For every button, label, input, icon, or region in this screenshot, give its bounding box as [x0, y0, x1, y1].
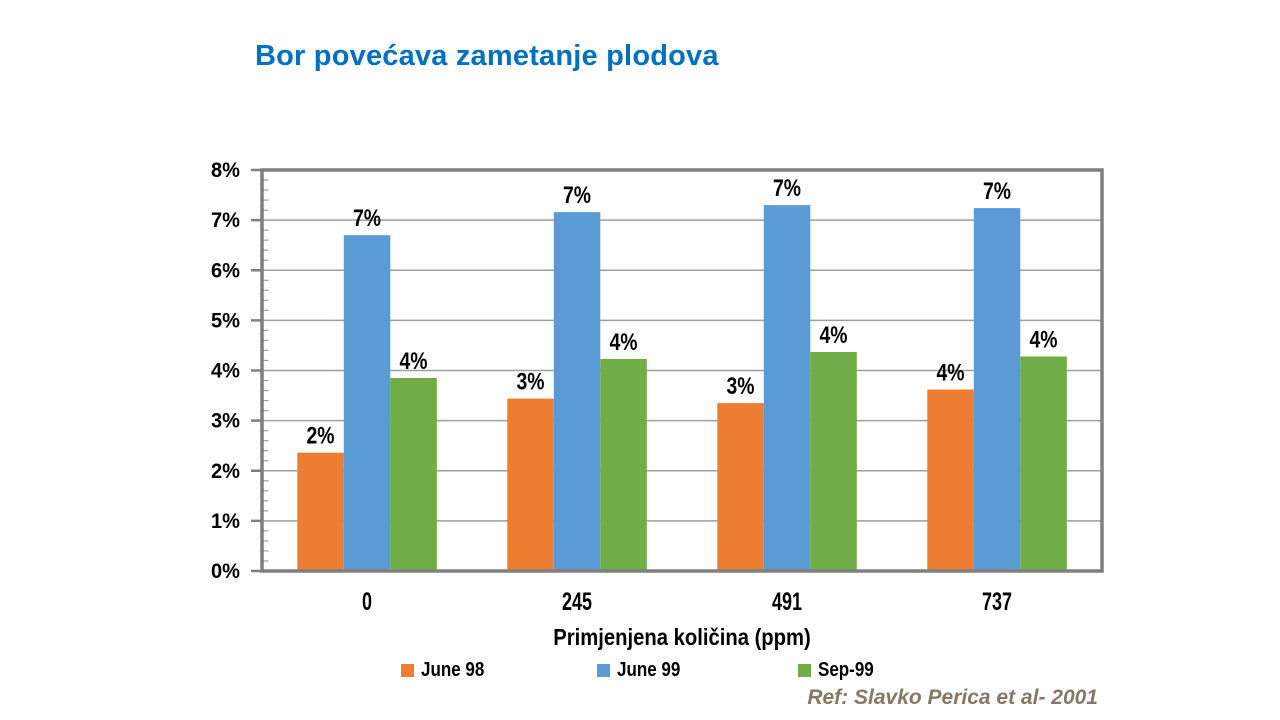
legend-swatch-june-98: [401, 663, 414, 677]
bar-value-label: 4%: [400, 348, 428, 375]
bar: [390, 378, 437, 571]
y-tick-label: 0%: [211, 560, 240, 583]
category-label: 245: [562, 588, 592, 616]
bar: [973, 208, 1021, 571]
bar: [717, 403, 764, 571]
category-label: 0: [362, 588, 372, 616]
category-label: 737: [982, 588, 1012, 616]
bar-value-label: 4%: [1030, 327, 1058, 354]
bar-value-label: 7%: [353, 205, 381, 232]
category-label: 491: [772, 588, 802, 616]
bar-value-label: 7%: [563, 182, 591, 209]
bar-value-label: 4%: [937, 360, 965, 387]
y-tick-label: 6%: [211, 259, 240, 282]
bar-value-label: 2%: [307, 423, 335, 450]
bar: [810, 352, 857, 571]
legend-swatch-june-99: [597, 663, 610, 677]
legend-item-june-99: June 99: [597, 659, 691, 681]
x-axis-title: Primjenjena količina (ppm): [553, 624, 811, 650]
legend-label-sep-99: Sep-99: [818, 659, 874, 681]
bar: [600, 359, 647, 571]
legend-item-sep-99: Sep-99: [798, 659, 884, 681]
y-tick-label: 8%: [211, 159, 240, 182]
y-tick-label: 3%: [211, 410, 240, 433]
bar: [343, 235, 391, 571]
chart-legend: June 98 June 99 Sep-99: [0, 659, 1280, 681]
bar-value-label: 3%: [517, 369, 545, 396]
bar-value-label: 7%: [983, 178, 1011, 205]
bar: [763, 205, 811, 571]
bar: [553, 212, 601, 571]
bar-value-label: 3%: [727, 373, 755, 400]
bar-value-label: 4%: [820, 322, 848, 349]
bar: [1020, 356, 1067, 571]
bar-value-label: 4%: [610, 329, 638, 356]
bar: [297, 452, 344, 571]
bar: [927, 389, 974, 571]
y-tick-label: 2%: [211, 460, 240, 483]
page-title: Bor povećava zametanje plodova: [255, 40, 719, 72]
legend-swatch-sep-99: [798, 663, 811, 677]
legend-item-june-98: June 98: [401, 659, 495, 681]
y-tick-label: 5%: [211, 309, 240, 332]
bar-value-label: 7%: [773, 175, 801, 202]
reference-text: Ref: Slavko Perica et al- 2001: [807, 686, 1098, 709]
y-tick-label: 1%: [211, 510, 240, 533]
y-tick-label: 4%: [211, 360, 240, 383]
y-tick-label: 7%: [211, 209, 240, 232]
legend-label-june-99: June 99: [617, 659, 681, 681]
bar: [507, 398, 554, 571]
legend-label-june-98: June 98: [421, 659, 485, 681]
